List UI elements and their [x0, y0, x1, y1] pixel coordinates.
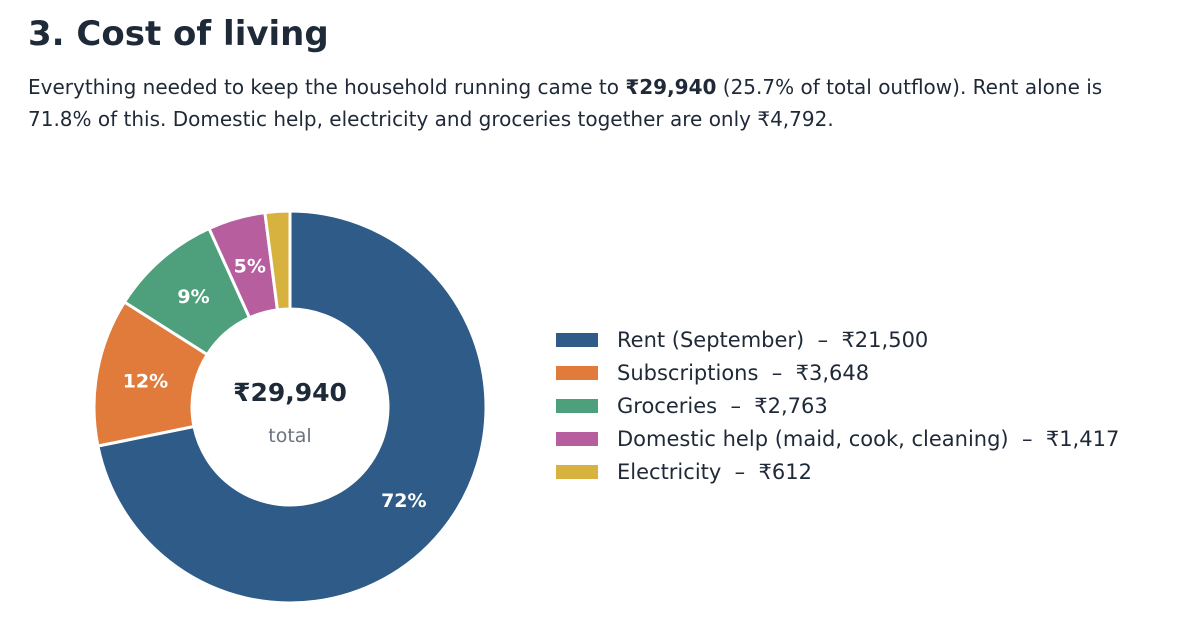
slice-label-domestic-help-maid-cook-cleaning: 5%: [234, 256, 266, 278]
slice-label-subscriptions: 12%: [123, 370, 168, 392]
page-title: 3. Cost of living: [28, 14, 329, 54]
center-total-label: total: [268, 425, 311, 447]
legend-label: Subscriptions – ₹3,648: [617, 360, 870, 385]
chart-legend: Rent (September) – ₹21,500 Subscriptions …: [556, 323, 1119, 488]
legend-swatch: [556, 464, 598, 479]
legend-swatch: [556, 365, 598, 380]
slice-label-rent-september: 72%: [381, 490, 426, 512]
legend-item-electricity: Electricity – ₹612: [556, 455, 1119, 488]
legend-item-domestic-help-maid-cook-cleaning: Domestic help (maid, cook, cleaning) – ₹…: [556, 422, 1119, 455]
total-amount: ₹29,940: [625, 75, 717, 99]
legend-item-rent-september: Rent (September) – ₹21,500: [556, 323, 1119, 356]
legend-label: Domestic help (maid, cook, cleaning) – ₹…: [617, 426, 1120, 451]
legend-swatch: [556, 431, 598, 446]
slice-rent-september: [96, 209, 488, 605]
summary-text-end: (25.7% of total outflow). Rent alone is …: [28, 75, 1103, 131]
legend-swatch: [556, 398, 598, 413]
summary-text: Everything needed to keep the household …: [28, 71, 1168, 135]
legend-item-groceries: Groceries – ₹2,763: [556, 389, 1119, 422]
slice-electricity: [263, 209, 292, 312]
legend-item-subscriptions: Subscriptions – ₹3,648: [556, 356, 1119, 389]
donut-chart: 72% 12% 9% 5% ₹29,940 total: [92, 209, 488, 605]
legend-label: Electricity – ₹612: [617, 459, 812, 484]
slice-label-groceries: 9%: [177, 286, 209, 308]
legend-label: Groceries – ₹2,763: [617, 393, 828, 418]
center-total-value: ₹29,940: [233, 378, 347, 407]
legend-swatch: [556, 332, 598, 347]
legend-label: Rent (September) – ₹21,500: [617, 327, 929, 352]
summary-text-start: Everything needed to keep the household …: [28, 75, 626, 99]
